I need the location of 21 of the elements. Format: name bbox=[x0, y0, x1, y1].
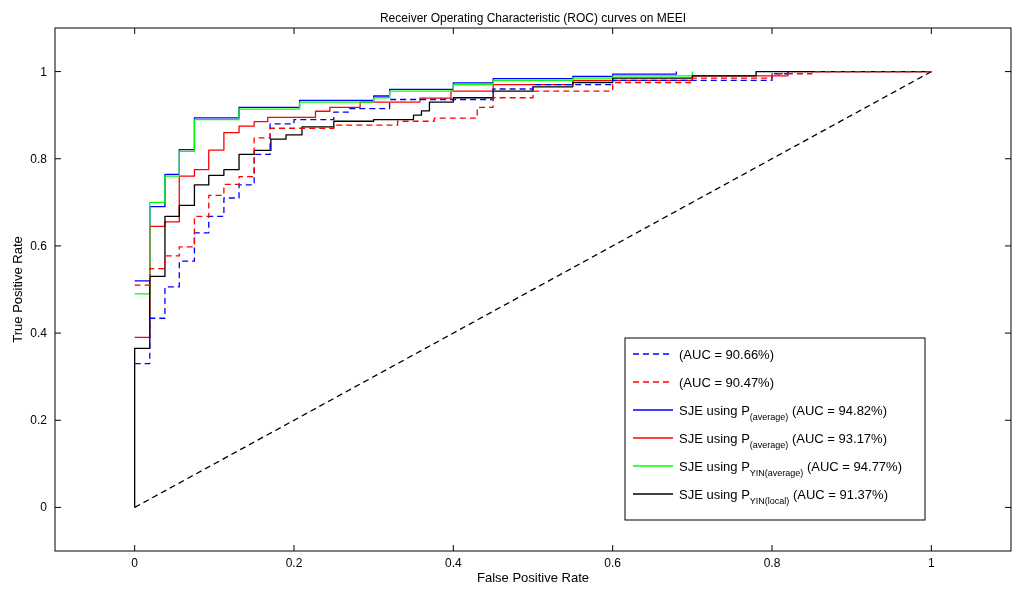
x-tick-label: 1 bbox=[927, 556, 935, 570]
y-tick-label: 0.2 bbox=[30, 413, 48, 428]
y-tick-label: 0.8 bbox=[30, 151, 48, 166]
y-tick-label: 1 bbox=[40, 64, 48, 79]
legend-label: SJE using P$_{YIN(local)}$ (AUC = 91.37%) bbox=[679, 487, 888, 506]
y-tick-label: 0 bbox=[40, 500, 48, 515]
y-tick-label: 0.6 bbox=[30, 238, 48, 253]
x-tick-label: 0.4 bbox=[444, 556, 462, 570]
chart-title: Receiver Operating Characteristic (ROC) curves on MEEI bbox=[379, 11, 687, 25]
y-tick-label: 0.4 bbox=[30, 326, 48, 341]
y-axis-title: True Positive Rate bbox=[10, 236, 25, 343]
legend-label: SJE using P$_{(average)}$ (AUC = 94.82%) bbox=[679, 403, 887, 422]
legend-label: SJE using P$_{YIN(average)}$ (AUC = 94.77%) bbox=[679, 459, 902, 478]
x-tick-label: 0.8 bbox=[763, 556, 781, 570]
x-tick-label: 0 bbox=[131, 556, 139, 570]
legend-label: SJE using P$_{(average)}$ (AUC = 93.17%) bbox=[679, 431, 887, 450]
legend-label: (AUC = 90.47%) bbox=[679, 375, 775, 390]
x-tick-label: 0.2 bbox=[285, 556, 303, 570]
legend-label: (AUC = 90.66%) bbox=[679, 347, 775, 362]
x-axis-title: False Positive Rate bbox=[477, 570, 589, 585]
x-tick-label: 0.6 bbox=[604, 556, 622, 570]
